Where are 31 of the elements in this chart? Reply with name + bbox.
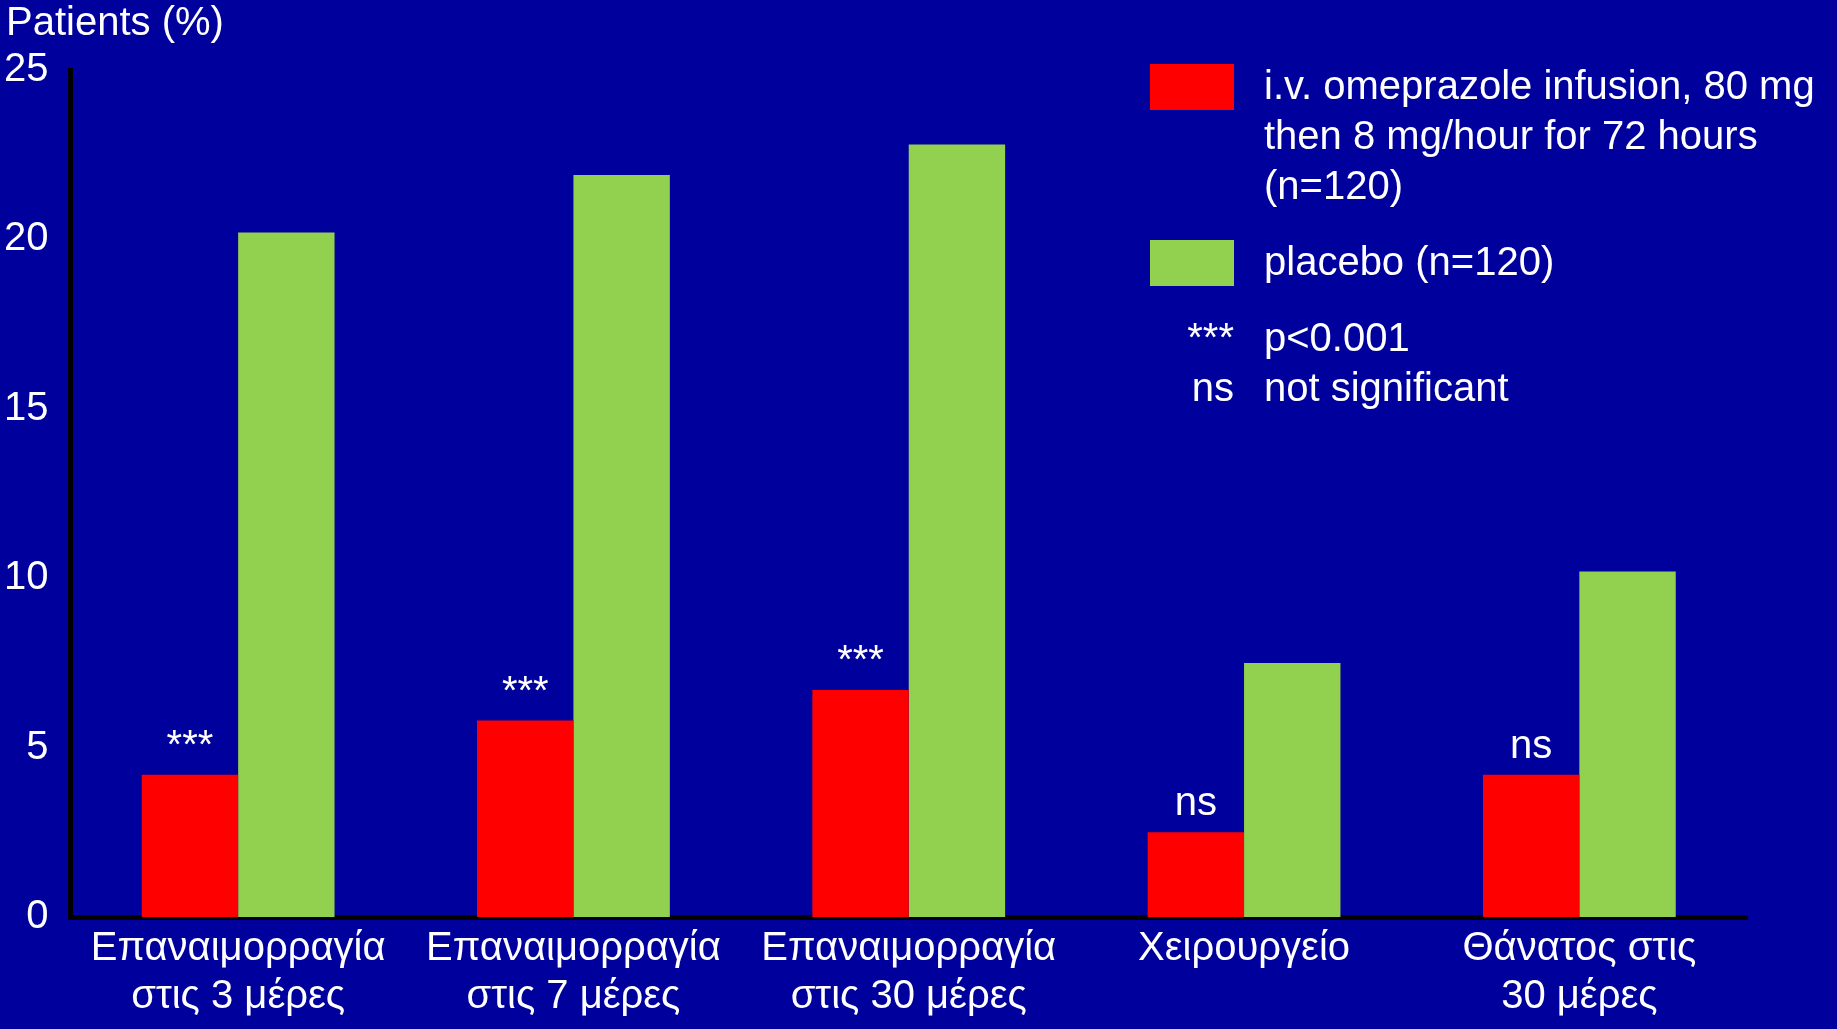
- y-tick-label: 5: [26, 722, 49, 767]
- bar: [141, 774, 239, 917]
- y-tick-label: 20: [3, 214, 49, 259]
- legend-label: placebo (n=120): [1264, 238, 1555, 285]
- y-tick-label: 25: [3, 45, 49, 90]
- annotation: ns: [1174, 779, 1217, 824]
- bar: [1579, 571, 1676, 917]
- bar: [1482, 774, 1580, 917]
- bar: [812, 690, 909, 917]
- x-tick-label: Επαναιμορραγία στις 7 μέρες: [426, 924, 721, 1017]
- bar: [573, 175, 670, 917]
- annotation: ns not significant: [1190, 364, 1509, 411]
- y-tick-label: 10: [3, 553, 49, 598]
- x-tick-label: Επαναιμορραγία στις 3 μέρες: [90, 924, 386, 1017]
- legend-label: i.v. omeprazole infusion, 80 mg then 8 mg/hour for 72 hours (n=120): [1264, 62, 1816, 209]
- x-tick-label: Επαναιμορραγία στις 30 μέρες: [761, 924, 1057, 1017]
- annotation: ***: [166, 721, 214, 766]
- bar: [908, 144, 1006, 917]
- annotation: *** p<0.001: [1186, 314, 1410, 361]
- bar: [238, 232, 335, 917]
- annotation: ***: [501, 667, 549, 712]
- x-tick-label: Χειρουργείο: [1138, 924, 1351, 969]
- bar: [1147, 832, 1245, 917]
- annotation: ***: [837, 637, 884, 682]
- annotation: ns: [1510, 721, 1553, 766]
- y-tick-label: 15: [3, 383, 49, 428]
- x-tick-label: Θάνατος στις 30 μέρες: [1462, 924, 1697, 1017]
- bar: [1244, 662, 1341, 917]
- y-tick-label: 0: [26, 892, 49, 937]
- y-axis-title: Patients (%): [6, 0, 224, 44]
- bar: [477, 720, 574, 917]
